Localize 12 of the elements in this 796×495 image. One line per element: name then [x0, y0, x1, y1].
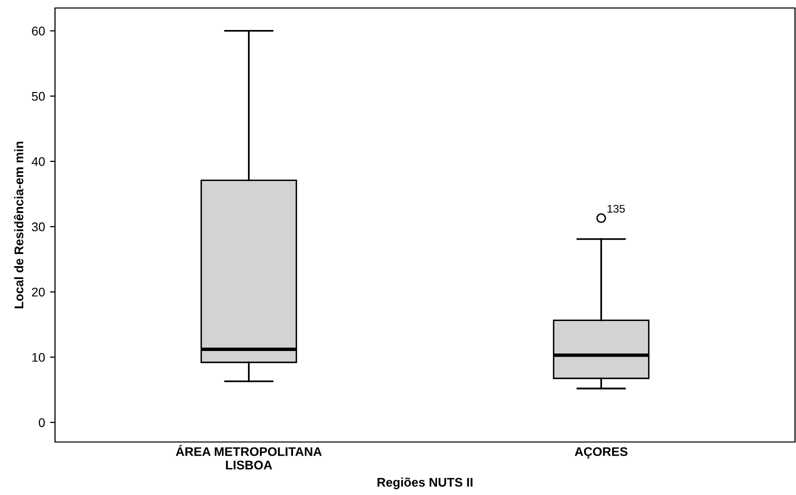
y-tick-label: 50 [32, 92, 45, 101]
y-tick-label: 10 [32, 352, 45, 362]
y-tick-label: 20 [32, 288, 45, 297]
x-tick-label: AÇORES [574, 447, 628, 459]
y-tick-label: 40 [32, 157, 45, 166]
y-tick-label: 30 [32, 222, 45, 232]
y-tick-label: 0 [38, 418, 45, 428]
y-axis-title: Local de Residência-em min [14, 142, 24, 308]
x-axis-title: Regiões NUTS II [378, 478, 472, 490]
annotation: 135 [608, 204, 625, 213]
x-tick-label: ÁREA METROPOLITANA LISBOA [176, 444, 322, 470]
y-tick-label: 60 [32, 26, 45, 36]
